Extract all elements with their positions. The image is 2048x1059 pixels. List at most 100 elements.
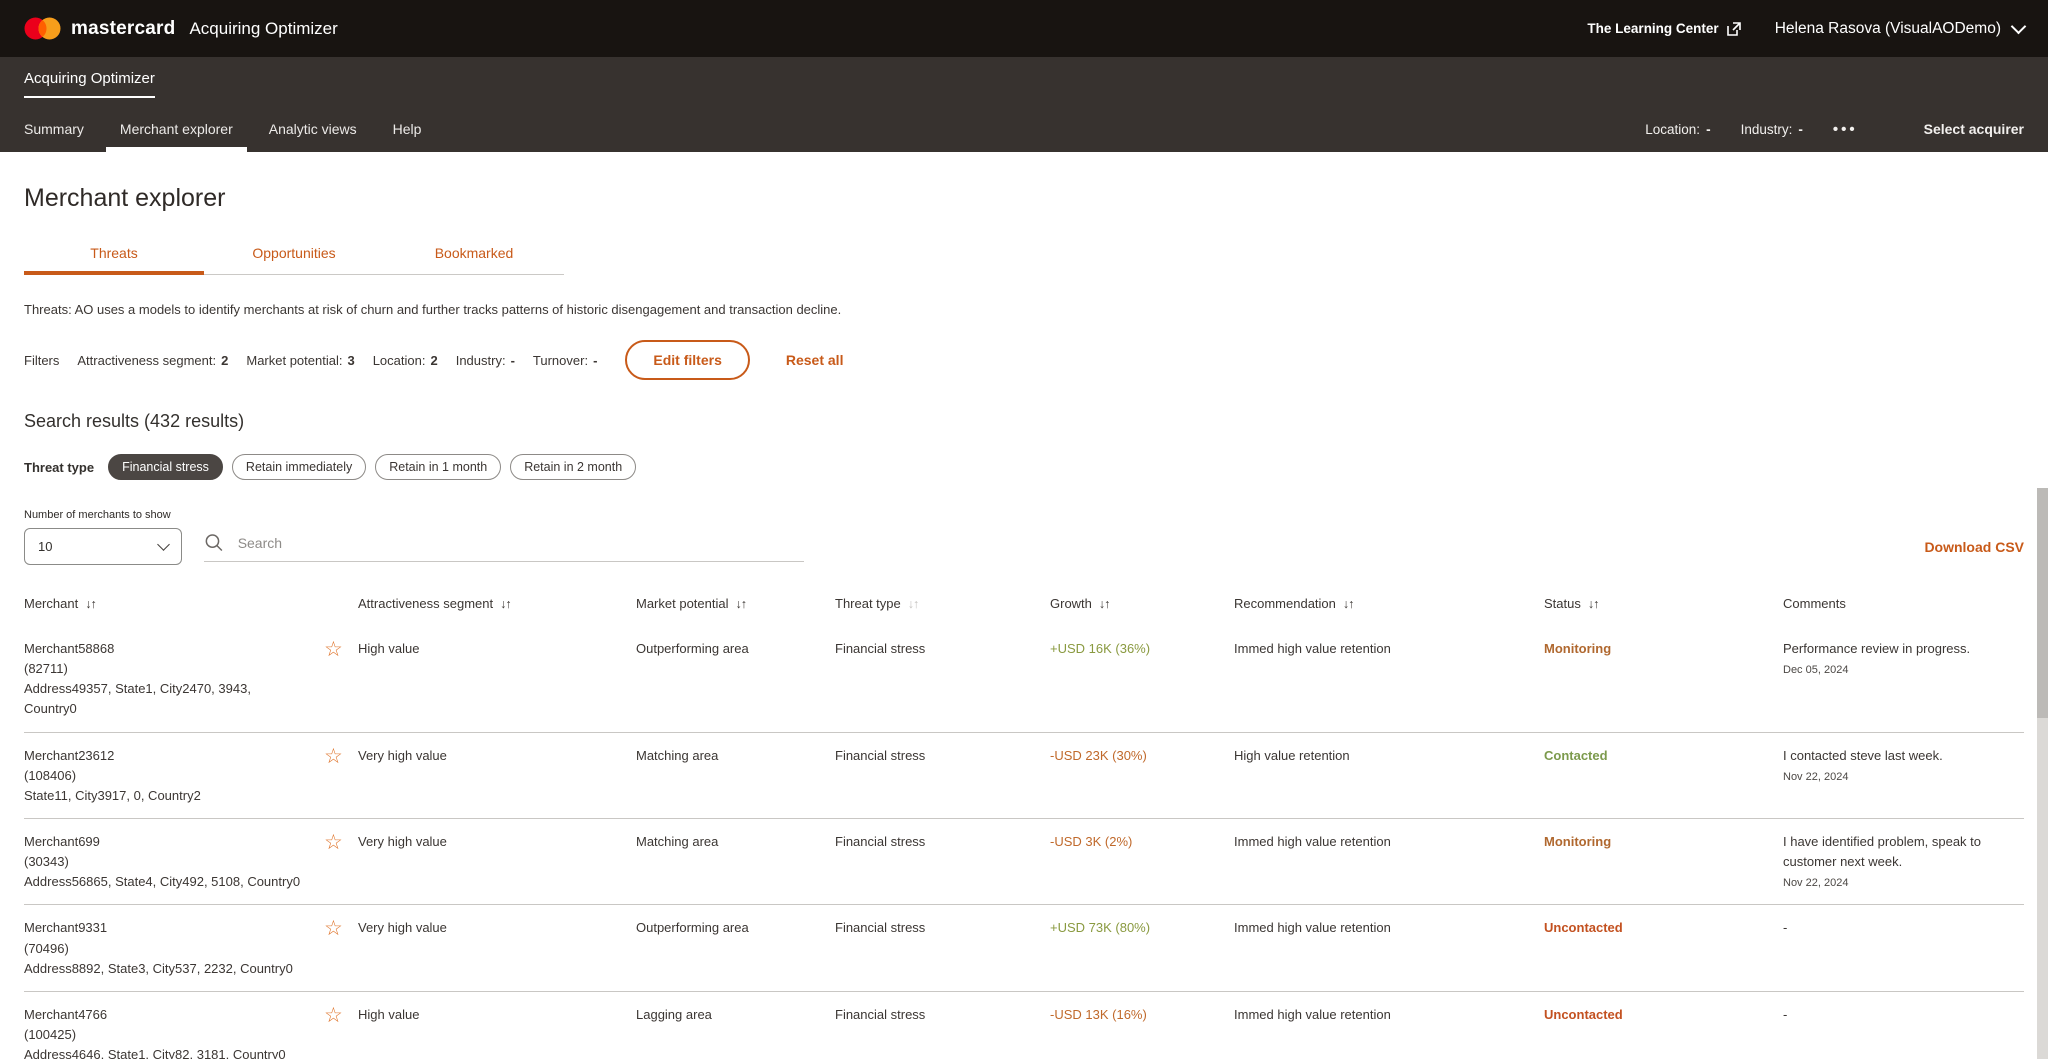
table-row: Merchant58868 (82711) Address49357, State1… [24,626,2024,733]
merchant-name: Merchant699 [24,833,100,849]
nav-item-help[interactable]: Help [392,121,422,137]
tab-bookmarked[interactable]: Bookmarked [434,245,514,261]
more-options-button[interactable]: ••• [1832,120,1858,138]
nav-right: Location: - Industry: - ••• Select acquire… [1645,106,2024,152]
column-comments: Comments [1783,596,2024,611]
sort-icon[interactable]: ↓↑ [85,596,96,611]
bookmark-star-icon[interactable]: ☆ [324,1003,343,1027]
tab-opportunities[interactable]: Opportunities [252,245,336,261]
reset-all-button[interactable]: Reset all [785,352,844,368]
growth-cell: -USD 3K (2%) [1050,833,1133,849]
filter-location: Location: 2 [373,353,438,368]
chip-retain-immediately[interactable]: Retain immediately [231,454,367,480]
column-label: Recommendation [1234,596,1336,611]
filter-value: - [510,352,515,368]
merchant-cell[interactable]: Merchant9331 (70496) Address8892, State3, … [24,918,324,978]
user-menu[interactable]: Helena Rasova (VisualAODemo) [1775,18,2027,38]
threat-type-cell: Financial stress [835,920,926,936]
recommendation-cell: Immed high value retention [1234,641,1391,656]
section-tab-acquiring-optimizer[interactable]: Acquiring Optimizer [24,70,155,98]
sort-icon[interactable]: ↓↑ [907,596,919,611]
merchant-id: (108406) [24,767,77,783]
bookmark-star-icon[interactable]: ☆ [324,830,343,854]
mastercard-circles-icon [24,17,61,40]
merchant-cell[interactable]: Merchant4766 (100425) Address4646, State1,… [24,1005,324,1059]
growth-cell: +USD 16K (36%) [1050,641,1151,656]
chip-retain-in-1-month[interactable]: Retain in 1 month [375,454,502,480]
comment-text: Performance review in progress. [1783,641,1971,656]
nav-item-merchant-explorer[interactable]: Merchant explorer [105,106,247,152]
threat-type-cell: Financial stress [835,833,926,849]
top-app-bar: mastercard Acquiring Optimizer The Learn… [0,0,2048,57]
nav-item-analytic-views[interactable]: Analytic views [268,121,357,137]
column-growth: Growth ↓↑ [1050,596,1234,611]
comment-text: - [1783,1006,1788,1022]
merchant-address: State11, City3917, 0, Country2 [24,787,201,803]
merchant-id: (70496) [24,940,69,956]
scrollbar[interactable] [2037,488,2048,1059]
learning-center-link[interactable]: The Learning Center [1587,21,1741,36]
table-row: Merchant4766 (100425) Address4646, State1,… [24,992,2024,1059]
column-bookmark [324,596,358,611]
merchants-count-label: Number of merchants to show [24,509,171,521]
column-label: Merchant [24,596,79,611]
nav-item-summary[interactable]: Summary [24,121,84,137]
merchant-cell[interactable]: Merchant699 (30343) Address56865, State4, … [24,832,324,892]
download-csv-link[interactable]: Download CSV [1924,538,2024,555]
sort-icon[interactable]: ↓↑ [500,596,511,611]
threat-type-cell: Financial stress [835,1006,926,1022]
recommendation-cell: Immed high value retention [1234,833,1391,849]
filter-label: Industry: [455,352,506,368]
merchant-cell[interactable]: Merchant23612 (108406) State11, City3917, … [24,746,324,806]
column-label: Attractiveness segment [358,596,494,611]
table-row: Merchant9331 (70496) Address8892, State3, … [24,905,2024,992]
merchant-cell[interactable]: Merchant58868 (82711) Address49357, State1… [24,639,324,720]
sort-icon[interactable]: ↓↑ [1342,596,1354,611]
filter-label: Location: [372,352,426,368]
merchant-address: Address49357, State1, City2470, 3943, Co… [24,681,251,717]
merchant-id: (82711) [24,661,68,677]
comment-text: - [1783,920,1788,936]
threats-description: Threats: AO uses a models to identify me… [24,302,842,317]
bookmark-star-icon[interactable]: ☆ [324,638,343,661]
industry-value: - [1798,121,1803,137]
chip-financial-stress[interactable]: Financial stress [108,454,223,480]
search-input[interactable] [235,533,804,552]
comment-cell: - [1783,1005,2024,1025]
table-row: Merchant699 (30343) Address56865, State4, … [24,819,2024,906]
industry-label: Industry: [1740,121,1793,137]
filter-value: - [593,352,598,368]
filter-value: 3 [347,352,355,368]
comment-date: Dec 05, 2024 [1783,664,1849,677]
growth-cell: -USD 13K (16%) [1050,1006,1147,1022]
chevron-down-icon [157,538,170,551]
market-potential-cell: Lagging area [636,1006,712,1022]
column-recommendation: Recommendation ↓↑ [1234,596,1544,611]
bookmark-star-icon[interactable]: ☆ [324,917,343,941]
sort-icon[interactable]: ↓↑ [735,596,747,611]
edit-filters-button[interactable]: Edit filters [625,340,750,380]
market-potential-cell: Matching area [636,833,719,849]
recommendation-cell: Immed high value retention [1234,1006,1391,1022]
sort-icon[interactable]: ↓↑ [1098,596,1110,611]
tab-threats[interactable]: Threats [24,235,204,275]
select-acquirer-button[interactable]: Select acquirer [1923,121,2024,137]
merchants-count-select[interactable]: 10 [24,528,182,565]
search-box[interactable] [204,532,804,562]
segment-cell: Very high value [358,747,447,763]
bookmark-star-icon[interactable]: ☆ [324,744,343,768]
merchants-count-value: 10 [38,539,53,554]
chip-retain-in-2-month[interactable]: Retain in 2 month [510,454,637,480]
threat-type-chips: Financial stress Retain immediately Retain… [108,454,637,480]
column-label: Status [1544,596,1581,611]
market-potential-cell: Outperforming area [636,920,749,936]
threat-type-label: Threat type [24,459,95,475]
filter-label: Attractiveness segment: [77,352,217,368]
chevron-down-icon [2010,18,2027,34]
comment-cell: Performance review in progress. Dec 05, 2… [1783,639,2024,679]
threat-type-cell: Financial stress [835,641,926,656]
mastercard-wordmark: mastercard [71,17,176,39]
sort-icon[interactable]: ↓↑ [1587,596,1599,611]
scrollbar-thumb[interactable] [2037,488,2048,718]
